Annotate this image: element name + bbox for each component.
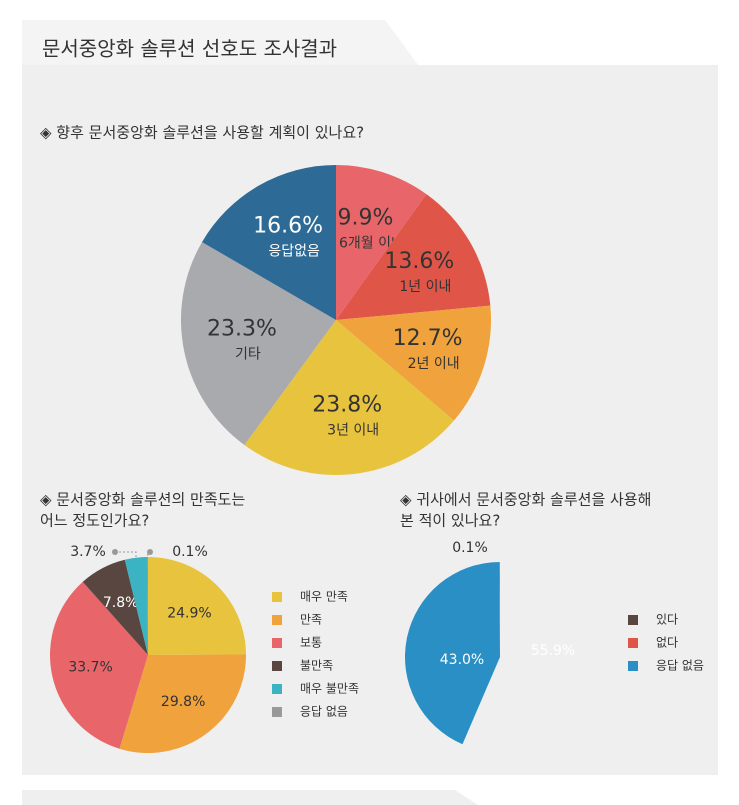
slice-name: 응답없음 (268, 244, 320, 260)
legend-label: 없다 (656, 636, 678, 650)
header-tab (22, 20, 418, 65)
legend-label: 매우 불만족 (300, 682, 359, 696)
pie-slice (124, 557, 148, 655)
pie-slice (336, 165, 427, 320)
slice-name: 6개월 이내 (339, 236, 404, 252)
pie-slice (499, 562, 500, 657)
value-label: 3.7% (70, 544, 106, 560)
pie-slice (202, 165, 336, 320)
value-label: 33.7% (68, 660, 112, 676)
value-label: 43.0% (440, 652, 484, 668)
pie-slice (148, 557, 246, 655)
slice-name: 1년 이내 (399, 279, 451, 295)
leader-dot (147, 549, 153, 555)
value-label: 7.8% (103, 595, 139, 611)
pie-slice (50, 581, 148, 749)
value-label: 12.7% (393, 326, 463, 351)
legend-label: 불만족 (300, 659, 333, 673)
legend-label: 응답 없음 (656, 659, 704, 673)
value-label: 0.1% (452, 540, 488, 556)
slice-name: 기타 (235, 347, 261, 363)
value-label: 13.6% (384, 249, 454, 274)
value-label: 9.9% (337, 206, 393, 231)
pie-slice (82, 559, 148, 655)
legend-swatch (272, 661, 282, 671)
legend-swatch (272, 707, 282, 717)
legend-label: 만족 (300, 613, 322, 627)
slice-name: 2년 이내 (408, 356, 460, 372)
leader-dot (112, 549, 118, 555)
header-title: 문서중앙화 솔루션 선호도 조사결과 (42, 37, 337, 61)
pie-slice (336, 305, 491, 421)
legend-swatch (628, 661, 638, 671)
legend-label: 있다 (656, 613, 678, 627)
legend-swatch (272, 638, 282, 648)
chart-title: 어느 정도인가요? (40, 512, 149, 530)
pie-slice (147, 557, 148, 655)
value-label: 24.9% (167, 605, 211, 621)
pie-slice (462, 562, 596, 753)
legend-label: 매우 만족 (300, 590, 348, 604)
legend-label: 보통 (300, 636, 322, 650)
value-label: 16.6% (253, 214, 323, 239)
chart-title: 본 적이 있나요? (400, 512, 500, 530)
legend-swatch (272, 684, 282, 694)
legend-swatch (272, 615, 282, 625)
legend-swatch (272, 592, 282, 602)
pie-slice (180, 242, 336, 446)
value-label: 55.9% (531, 643, 575, 659)
value-label: 23.8% (312, 392, 382, 417)
value-label: 0.1% (172, 544, 208, 560)
pie-slice (244, 320, 454, 475)
next-tab (22, 790, 478, 805)
chart-title: ◈ 향후 문서중앙화 솔루션을 사용할 계획이 있나요? (40, 124, 364, 142)
slice-name: 3년 이내 (327, 422, 379, 438)
value-label: 29.8% (161, 694, 205, 710)
chart-title: ◈ 문서중앙화 솔루션의 만족도는 (40, 491, 245, 509)
pie-slice (336, 194, 491, 320)
pie-slice (119, 654, 246, 753)
legend-swatch (628, 638, 638, 648)
value-label: 23.3% (207, 317, 277, 342)
chart-title: ◈ 귀사에서 문서중앙화 솔루션을 사용해 (400, 491, 651, 509)
leader-line (115, 551, 137, 558)
pie-slice (405, 562, 500, 745)
legend-swatch (628, 615, 638, 625)
legend-label: 응답 없음 (300, 705, 348, 719)
